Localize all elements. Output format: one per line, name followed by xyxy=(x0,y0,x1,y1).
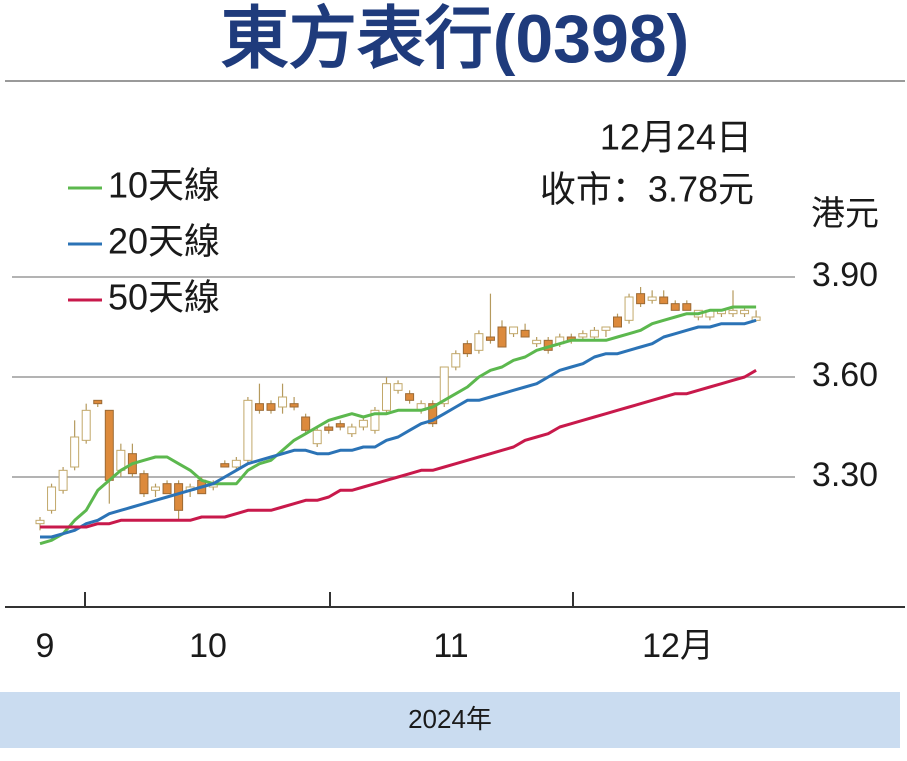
candle-body xyxy=(439,366,449,405)
candle-body xyxy=(335,423,345,428)
candle-body xyxy=(405,393,415,401)
candle-body xyxy=(174,483,184,511)
candle-body xyxy=(636,293,646,305)
candle-body xyxy=(462,343,472,355)
candle-body xyxy=(532,339,542,345)
candle-body xyxy=(578,333,588,338)
candle-body xyxy=(682,303,692,311)
x-tick-label: 11 xyxy=(433,627,468,665)
candle-body xyxy=(162,483,172,495)
ma-line xyxy=(40,369,757,529)
candle-body xyxy=(278,396,288,408)
x-tick-label: 12月 xyxy=(642,627,714,665)
candle-body xyxy=(93,399,103,405)
candle-body xyxy=(81,409,91,441)
candle-body xyxy=(347,426,357,435)
candle-body xyxy=(393,383,403,391)
candle-body xyxy=(151,486,160,491)
candle-body xyxy=(104,409,114,481)
candle-body xyxy=(70,436,80,468)
candle-body xyxy=(324,426,334,431)
legend-label: 20天線 xyxy=(108,221,220,262)
legend-label: 10天線 xyxy=(108,165,220,206)
x-axis-title: 2024年 xyxy=(408,704,492,734)
y-tick-label: 3.60 xyxy=(812,356,878,394)
candle-body xyxy=(589,329,599,338)
ma-line xyxy=(40,318,757,539)
x-tick-label: 9 xyxy=(36,627,55,665)
candle-body xyxy=(509,326,519,335)
y-unit: 港元 xyxy=(811,195,879,233)
candle-body xyxy=(728,309,738,315)
candle-body xyxy=(358,419,368,428)
candle-body xyxy=(601,326,611,331)
x-title-band xyxy=(0,692,900,748)
candle-body xyxy=(624,296,634,321)
date-label: 12月24日 xyxy=(600,117,752,158)
candle-body xyxy=(47,486,57,511)
candle-body xyxy=(428,403,438,425)
candle-body xyxy=(220,463,230,468)
candle-body xyxy=(485,336,495,341)
candle-body xyxy=(58,469,68,491)
candle-body xyxy=(382,383,391,411)
candle-body xyxy=(266,403,276,411)
candle-body xyxy=(613,316,622,328)
candle-body xyxy=(301,416,311,431)
candle-body xyxy=(243,399,253,461)
ma-line xyxy=(39,305,757,546)
candle-body xyxy=(35,519,45,525)
candle-body xyxy=(670,303,680,311)
candle-body xyxy=(370,409,380,431)
candle-body xyxy=(474,333,484,351)
candle-body xyxy=(289,403,299,408)
candle-body xyxy=(647,296,657,301)
candle-body xyxy=(312,429,322,445)
candle-body xyxy=(451,353,461,368)
candle-body xyxy=(520,329,530,338)
legend-label: 50天線 xyxy=(108,277,220,318)
candle-body xyxy=(659,296,669,305)
x-tick-label: 10 xyxy=(189,627,227,665)
candle-body xyxy=(139,473,149,495)
candle-body xyxy=(231,459,241,468)
candle-body xyxy=(497,326,507,348)
chart-title: 東方表行(0398) xyxy=(221,1,690,77)
y-tick-label: 3.90 xyxy=(812,256,878,294)
candle-body xyxy=(254,403,264,411)
y-tick-label: 3.30 xyxy=(812,456,878,494)
close-label: 收市：3.78元 xyxy=(540,169,754,210)
candle-body xyxy=(740,309,750,315)
